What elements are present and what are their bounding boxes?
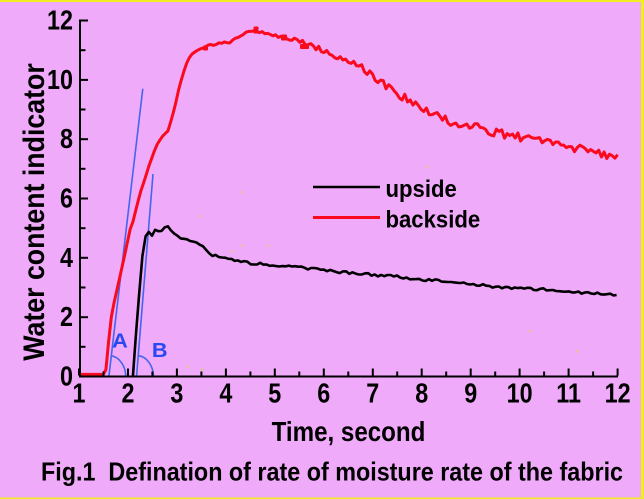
- svg-text:10: 10: [47, 65, 73, 95]
- svg-text:12: 12: [605, 379, 631, 409]
- svg-text:2: 2: [122, 379, 135, 409]
- svg-text:3: 3: [170, 379, 183, 409]
- svg-text:backside: backside: [386, 205, 481, 232]
- svg-text:2: 2: [60, 302, 73, 332]
- svg-text:5: 5: [268, 379, 281, 409]
- svg-text:1: 1: [73, 379, 86, 409]
- svg-text:Fig.1 Defination of rate of m: Fig.1 Defination of rate of moisture rat…: [41, 459, 623, 487]
- svg-text:Water content indicator: Water content indicator: [18, 63, 52, 360]
- svg-text:11: 11: [556, 379, 581, 409]
- svg-text:4: 4: [60, 243, 74, 273]
- svg-text:4: 4: [219, 379, 233, 409]
- svg-text:0: 0: [60, 362, 73, 392]
- svg-text:7: 7: [366, 379, 379, 409]
- svg-text:A: A: [112, 330, 128, 352]
- svg-text:Time, second: Time, second: [272, 415, 426, 447]
- svg-text:10: 10: [507, 379, 533, 409]
- svg-text:B: B: [152, 340, 168, 362]
- svg-text:upside: upside: [386, 175, 457, 202]
- svg-text:9: 9: [464, 379, 477, 409]
- svg-text:8: 8: [415, 379, 428, 409]
- svg-text:12: 12: [47, 6, 73, 36]
- svg-text:6: 6: [317, 379, 330, 409]
- svg-text:8: 8: [60, 124, 73, 154]
- svg-text:6: 6: [60, 184, 73, 214]
